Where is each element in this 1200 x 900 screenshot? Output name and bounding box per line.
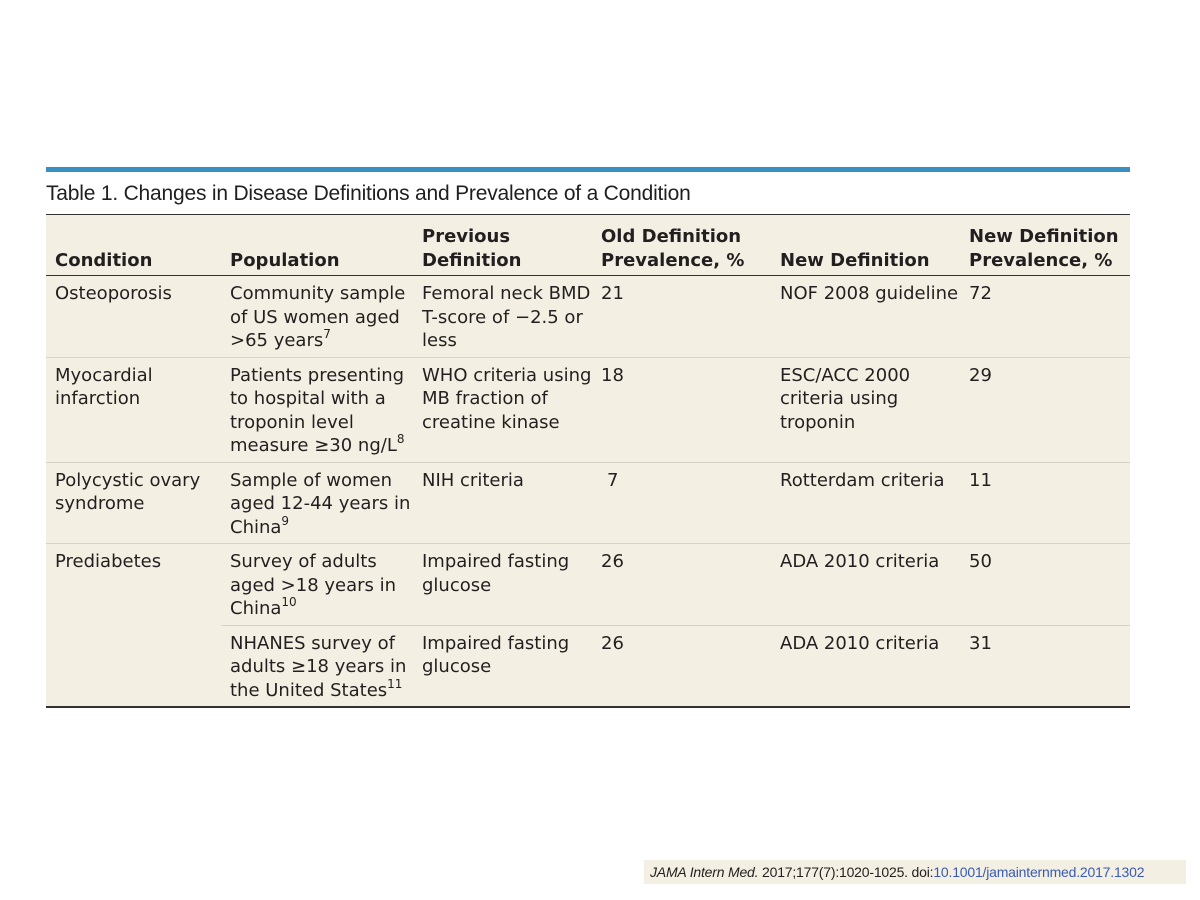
- citation-journal: JAMA Intern Med.: [650, 864, 759, 880]
- cell-condition: Prediabetes: [55, 551, 162, 572]
- cell-new-definition: ADA 2010 criteria: [780, 551, 940, 572]
- cell-previous-definition: Impaired fasting glucose: [422, 551, 570, 596]
- cell-population: Patients presenting to hospital with a t…: [230, 364, 405, 457]
- table-row: Polycystic ovary syndrome Sample of wome…: [46, 462, 1130, 544]
- cell-old-prevalence: 18: [601, 364, 624, 386]
- cell-old-prevalence: 21: [601, 283, 624, 304]
- header-old-prevalence: Old Definition Prevalence, %: [601, 226, 745, 271]
- cell-new-definition: ADA 2010 criteria: [780, 632, 940, 654]
- cell-new-definition: NOF 2008 guideline: [780, 283, 959, 304]
- cell-old-prevalence: 26: [601, 632, 624, 654]
- header-population: Population: [230, 249, 340, 271]
- citation-details: 2017;177(7):1020-1025. doi:: [758, 864, 934, 880]
- cell-new-definition: ESC/ACC 2000 criteria using troponin: [780, 364, 911, 433]
- cell-population: Sample of women aged 12-44 years in Chin…: [230, 469, 411, 538]
- cell-previous-definition: Femoral neck BMD T-score of −2.5 or less: [422, 283, 591, 351]
- table-row: Osteoporosis Community sample of US wome…: [46, 276, 1130, 358]
- cell-previous-definition: NIH criteria: [422, 469, 524, 491]
- cell-condition: Polycystic ovary syndrome: [55, 469, 201, 515]
- header-new-prevalence: New Definition Prevalence, %: [969, 226, 1119, 271]
- cell-new-prevalence: 31: [969, 632, 992, 654]
- data-table: Condition Population Previous Definition …: [46, 215, 1130, 708]
- header-new-definition: New Definition: [780, 249, 930, 271]
- cell-previous-definition: Impaired fasting glucose: [422, 632, 570, 678]
- header-condition: Condition: [55, 249, 153, 271]
- cell-old-prevalence: 7: [607, 469, 619, 491]
- table-row: Prediabetes Survey of adults aged >18 ye…: [46, 543, 1130, 626]
- cell-new-definition: Rotterdam criteria: [780, 469, 945, 491]
- cell-population: Community sample of US women aged >65 ye…: [230, 283, 406, 351]
- cell-condition: Osteoporosis: [55, 283, 172, 304]
- cell-new-prevalence: 72: [969, 283, 992, 304]
- cell-condition: Myocardial infarction: [55, 364, 153, 410]
- table-row: NHANES survey of adults ≥18 years in the…: [46, 625, 1130, 707]
- cell-new-prevalence: 11: [969, 469, 992, 491]
- header-row: Condition Population Previous Definition …: [46, 215, 1130, 276]
- cell-population: Survey of adults aged >18 years in China…: [230, 551, 397, 619]
- table-row: Myocardial infarction Patients presentin…: [46, 357, 1130, 462]
- header-previous-definition: Previous Definition: [422, 226, 522, 271]
- cell-new-prevalence: 50: [969, 551, 992, 572]
- doi-link[interactable]: 10.1001/jamainternmed.2017.1302: [933, 864, 1145, 880]
- citation: JAMA Intern Med. 2017;177(7):1020-1025. …: [644, 860, 1186, 884]
- cell-new-prevalence: 29: [969, 364, 992, 386]
- cell-old-prevalence: 26: [601, 551, 624, 572]
- cell-population: NHANES survey of adults ≥18 years in the…: [230, 632, 407, 701]
- disease-definitions-table: Table 1. Changes in Disease Definitions …: [46, 167, 1130, 708]
- cell-previous-definition: WHO criteria using MB fraction of creati…: [422, 364, 592, 433]
- table-title: Table 1. Changes in Disease Definitions …: [46, 172, 1130, 215]
